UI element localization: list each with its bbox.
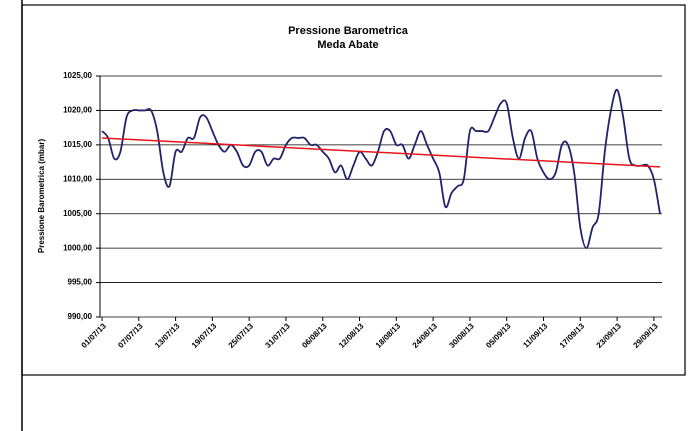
x-tick-label: 23/09/13 xyxy=(595,321,624,350)
x-tick-label: 05/09/13 xyxy=(484,321,513,350)
x-tick-label: 31/07/13 xyxy=(263,321,292,350)
x-tick-label: 07/07/13 xyxy=(116,321,145,350)
x-tick-label: 12/08/13 xyxy=(337,321,366,350)
y-tick-label: 1005,00 xyxy=(63,209,92,218)
y-tick-label: 1000,00 xyxy=(63,243,92,252)
x-tick-label: 24/08/13 xyxy=(411,321,440,350)
x-tick-label: 06/08/13 xyxy=(300,321,329,350)
y-tick-label: 990,00 xyxy=(68,312,93,321)
trend-line xyxy=(101,137,661,168)
x-tick-label: 29/09/13 xyxy=(631,321,660,350)
x-tick-label: 13/07/13 xyxy=(153,321,182,350)
y-tick-label: 995,00 xyxy=(68,278,93,287)
y-tick-label: 1010,00 xyxy=(63,174,92,183)
x-tick-label: 25/07/13 xyxy=(227,321,256,350)
x-tick-label: 18/08/13 xyxy=(374,321,403,350)
x-tick-label: 30/08/13 xyxy=(447,321,476,350)
y-tick-label: 1020,00 xyxy=(63,106,92,115)
x-tick-label: 11/09/13 xyxy=(521,321,549,349)
x-tick-label: 01/07/13 xyxy=(80,321,109,350)
chart-frame xyxy=(21,4,686,376)
y-tick-label: 1015,00 xyxy=(63,140,92,149)
y-tick-label: 1025,00 xyxy=(63,71,92,80)
chart-subtitle: Meda Abate xyxy=(317,39,378,51)
data-line xyxy=(101,88,661,250)
x-tick-label: 17/09/13 xyxy=(558,321,587,350)
chart-title: Pressione Barometrica xyxy=(288,25,409,37)
x-tick-label: 19/07/13 xyxy=(190,321,219,350)
y-axis-label: Pressione Barometrica (mbar) xyxy=(37,139,46,254)
